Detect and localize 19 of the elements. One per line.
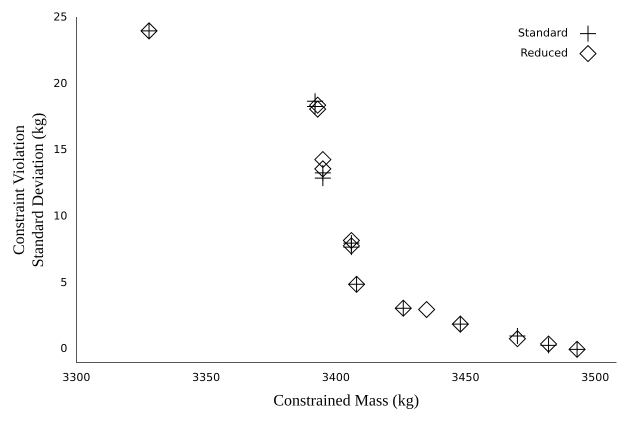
legend-label: Reduced (520, 46, 568, 60)
point (314, 151, 332, 168)
y-tick-label: 25 (53, 10, 68, 24)
y-axis-title: Constraint Violation Standard Deviation (kg) (10, 112, 48, 268)
point (418, 301, 436, 318)
y-tick-label: 0 (60, 342, 68, 356)
y-tick-label: 10 (53, 210, 68, 222)
point (314, 160, 332, 178)
x-tick-label: 3300 (62, 371, 90, 384)
y-tick-label: 5 (60, 276, 68, 289)
y-tick-label: 20 (53, 76, 68, 90)
x-tick-label: 3500 (581, 371, 610, 384)
x-axis-title: Constrained Mass (kg) (273, 392, 420, 410)
legend-label: Standard (518, 26, 568, 40)
x-tick-label: 3400 (322, 371, 350, 384)
point (314, 170, 332, 187)
y-tick-label: 15 (53, 143, 68, 156)
x-tick-label: 3450 (452, 371, 480, 384)
x-tick-label: 3350 (192, 371, 220, 384)
